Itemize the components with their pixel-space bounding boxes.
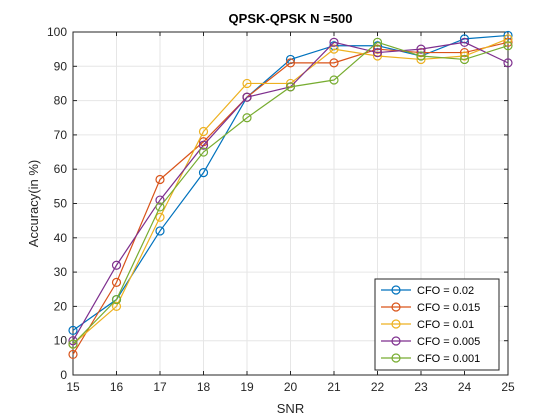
data-point xyxy=(68,349,78,360)
series-line xyxy=(72,41,509,355)
data-point xyxy=(198,168,209,178)
legend-item: CFO = 0.01 xyxy=(381,319,474,331)
data-point xyxy=(416,44,426,54)
legend-label: CFO = 0.005 xyxy=(417,336,480,348)
legend-item: CFO = 0.015 xyxy=(381,302,480,314)
legend-label: CFO = 0.02 xyxy=(417,285,474,297)
data-point xyxy=(372,47,383,58)
data-point xyxy=(416,51,426,61)
x-tick-label: 17 xyxy=(153,380,167,394)
series-line xyxy=(72,41,509,345)
x-axis-label: SNR xyxy=(277,401,304,416)
legend-marker xyxy=(391,353,401,363)
x-tick-label: 18 xyxy=(197,380,211,394)
data-point xyxy=(155,212,165,222)
axis-ticks: 15 16 17 18 19 20 21 22 23 24 25 0 10 20 30 40 50 60 70 80 9… xyxy=(47,25,515,394)
data-point xyxy=(503,58,513,68)
x-tick-label: 20 xyxy=(284,380,298,394)
legend-label: CFO = 0.01 xyxy=(417,319,474,331)
x-tick-label: 19 xyxy=(240,380,254,394)
series-layer xyxy=(68,30,513,360)
data-point xyxy=(111,260,122,270)
y-tick-label: 70 xyxy=(54,128,68,142)
legend-item: CFO = 0.02 xyxy=(381,285,474,297)
data-point xyxy=(155,195,165,205)
data-point xyxy=(285,82,296,92)
data-point xyxy=(242,92,252,102)
legend-item: CFO = 0.005 xyxy=(381,336,480,348)
data-point xyxy=(198,147,209,157)
chart-title: QPSK-QPSK N =500 xyxy=(229,11,353,26)
data-point xyxy=(155,202,165,212)
x-tick-label: 23 xyxy=(414,380,428,394)
data-point xyxy=(68,325,78,336)
data-point xyxy=(503,34,513,44)
data-point xyxy=(329,58,339,68)
data-point xyxy=(329,75,339,85)
legend-item: CFO = 0.001 xyxy=(381,353,480,365)
y-tick-label: 30 xyxy=(54,265,68,279)
data-point xyxy=(111,301,122,311)
data-point xyxy=(329,44,339,54)
y-tick-label: 60 xyxy=(54,162,68,176)
legend-marker xyxy=(391,319,401,329)
y-tick-label: 50 xyxy=(54,197,68,211)
data-point xyxy=(242,78,252,89)
legend-label: CFO = 0.015 xyxy=(417,302,480,314)
data-point xyxy=(329,37,339,47)
x-tick-label: 21 xyxy=(327,380,341,394)
y-tick-label: 0 xyxy=(60,368,67,382)
y-tick-label: 10 xyxy=(54,334,68,348)
data-point xyxy=(111,294,122,305)
data-point xyxy=(459,37,470,47)
legend-marker xyxy=(391,302,401,312)
x-tick-label: 25 xyxy=(501,380,515,394)
legend-marker xyxy=(391,336,401,346)
series-5 xyxy=(68,37,513,349)
data-point xyxy=(503,41,513,51)
data-point xyxy=(155,226,165,236)
data-point xyxy=(198,126,209,137)
y-tick-label: 90 xyxy=(54,59,68,73)
legend-marker xyxy=(391,285,401,295)
data-point xyxy=(372,37,383,47)
x-tick-label: 16 xyxy=(110,380,124,394)
legend: CFO = 0.02 CFO = 0.015 CFO = 0.01 CFO = 0.0… xyxy=(374,278,500,371)
data-point xyxy=(198,140,209,150)
data-point xyxy=(111,277,122,287)
y-axis-label: Accuracy(in %) xyxy=(26,160,41,247)
y-tick-label: 40 xyxy=(54,231,68,245)
data-point xyxy=(459,54,470,65)
x-tick-label: 22 xyxy=(371,380,385,394)
x-tick-label: 15 xyxy=(66,380,80,394)
y-tick-label: 20 xyxy=(54,299,68,313)
x-tick-label: 24 xyxy=(458,380,472,394)
data-point xyxy=(68,339,78,349)
data-point xyxy=(155,174,165,185)
legend-label: CFO = 0.001 xyxy=(417,353,480,365)
data-point xyxy=(242,113,252,123)
y-tick-label: 80 xyxy=(54,94,68,108)
y-tick-label: 100 xyxy=(47,25,67,39)
data-point xyxy=(285,58,296,68)
